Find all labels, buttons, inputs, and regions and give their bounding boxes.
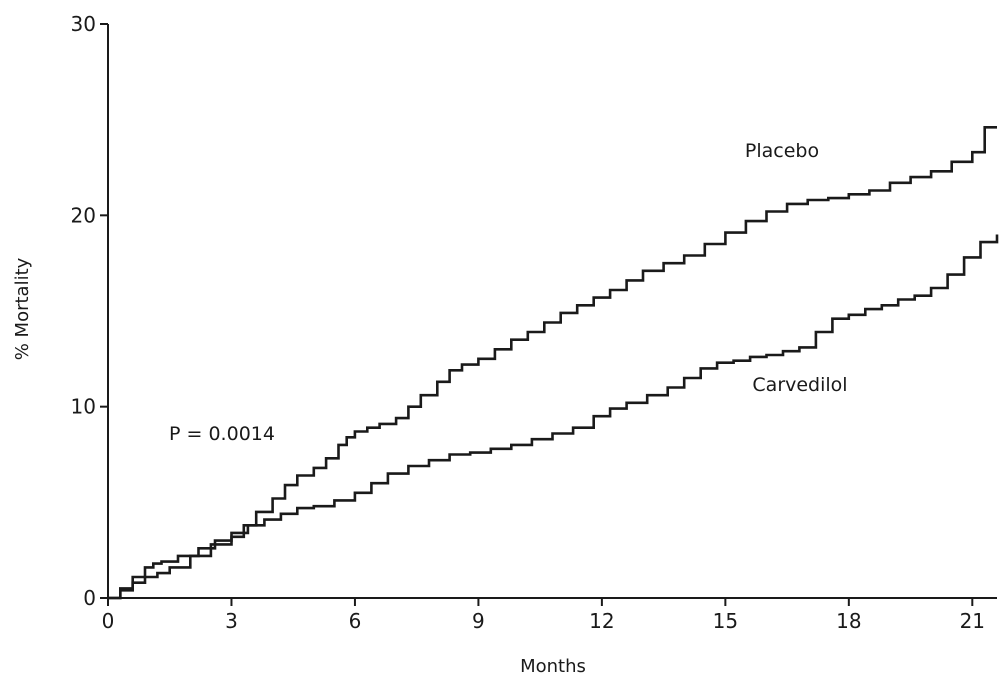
axes [107, 24, 997, 599]
y-tick-label: 0 [83, 586, 96, 610]
x-tick-label: 15 [713, 609, 738, 633]
series-lines [108, 126, 999, 600]
y-axis-title: % Mortality [12, 257, 33, 360]
x-tick-label: 6 [349, 609, 362, 633]
x-tick-label: 18 [836, 609, 861, 633]
x-tick-label: 21 [960, 609, 985, 633]
y-tick-label: 20 [71, 203, 96, 227]
y-tick-label: 30 [71, 12, 96, 36]
series-label-placebo: Placebo [745, 140, 819, 162]
x-tick-label: 3 [225, 609, 238, 633]
axis-ticks: 0 10 20 30 0 3 6 9 12 15 18 21 [71, 12, 985, 633]
series-label-carvedilol: Carvedilol [752, 374, 847, 396]
x-tick-label: 9 [472, 609, 485, 633]
p-value-annotation: P = 0.0014 [169, 423, 275, 445]
series-line-placebo [108, 126, 997, 600]
x-tick-label: 0 [102, 609, 115, 633]
x-tick-label: 12 [589, 609, 614, 633]
series-line-carvedilol [108, 234, 999, 600]
y-tick-label: 10 [71, 395, 96, 419]
x-axis-title: Months [520, 656, 586, 677]
